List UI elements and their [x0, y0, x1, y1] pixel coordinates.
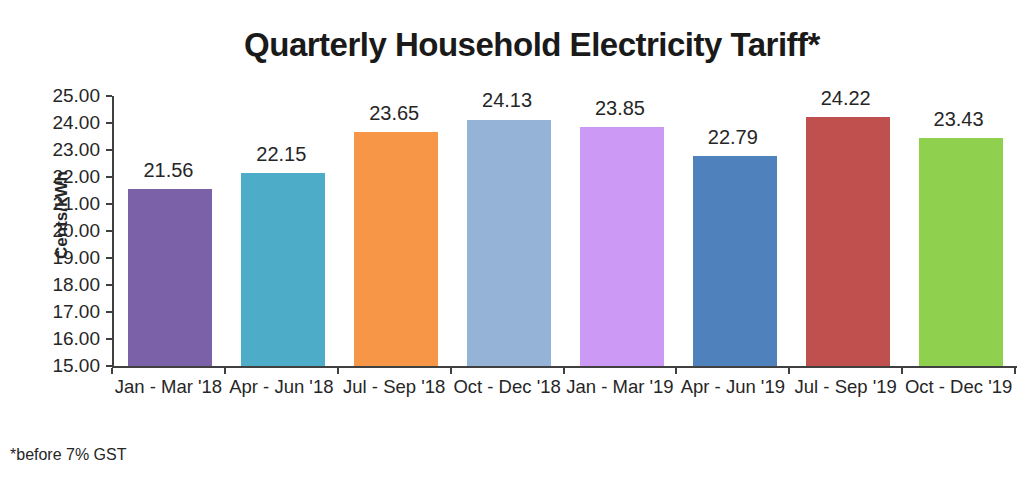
bar-5 [580, 127, 664, 366]
x-tick-mark [901, 368, 903, 374]
y-tick-mark [106, 95, 112, 97]
bar-value-label: 22.15 [225, 143, 338, 166]
y-tick-label: 20.00 [38, 220, 100, 242]
x-tick-mark [563, 368, 565, 374]
y-tick-mark [106, 257, 112, 259]
chart-title: Quarterly Household Electricity Tariff* [40, 26, 1024, 64]
x-tick-mark [675, 368, 677, 374]
bar-8 [919, 138, 1003, 366]
bar-2 [241, 173, 325, 366]
bar-4 [467, 120, 551, 367]
chart-figure: Quarterly Household Electricity Tariff* … [0, 0, 1024, 478]
y-tick-mark [106, 284, 112, 286]
x-tick-mark [1014, 368, 1016, 374]
x-tick-mark [111, 368, 113, 374]
bar-value-label: 24.13 [451, 89, 564, 112]
bar-6 [693, 156, 777, 366]
y-tick-mark [106, 230, 112, 232]
bar-7 [806, 117, 890, 366]
bar-3 [354, 132, 438, 366]
chart-footnote: *before 7% GST [10, 446, 127, 464]
y-tick-mark [106, 365, 112, 367]
y-tick-mark [106, 203, 112, 205]
x-tick-mark [337, 368, 339, 374]
bar-value-label: 23.43 [902, 108, 1015, 131]
x-tick-label: Oct - Dec '19 [892, 376, 1024, 398]
x-tick-mark [788, 368, 790, 374]
y-tick-label: 15.00 [38, 355, 100, 377]
x-tick-mark [450, 368, 452, 374]
bar-value-label: 22.79 [676, 126, 789, 149]
y-tick-label: 21.00 [38, 193, 100, 215]
bar-value-label: 23.85 [564, 97, 677, 120]
y-tick-label: 23.00 [38, 139, 100, 161]
y-tick-label: 19.00 [38, 247, 100, 269]
y-tick-label: 18.00 [38, 274, 100, 296]
y-tick-label: 25.00 [38, 85, 100, 107]
y-tick-mark [106, 311, 112, 313]
bar-value-label: 24.22 [789, 87, 902, 110]
bar-value-label: 21.56 [112, 159, 225, 182]
y-tick-label: 24.00 [38, 112, 100, 134]
y-tick-label: 16.00 [38, 328, 100, 350]
y-tick-mark [106, 122, 112, 124]
plot-area [112, 96, 1017, 368]
bar-1 [128, 189, 212, 366]
y-tick-label: 22.00 [38, 166, 100, 188]
y-tick-mark [106, 149, 112, 151]
y-tick-mark [106, 338, 112, 340]
bar-value-label: 23.65 [338, 102, 451, 125]
x-tick-mark [224, 368, 226, 374]
y-tick-label: 17.00 [38, 301, 100, 323]
